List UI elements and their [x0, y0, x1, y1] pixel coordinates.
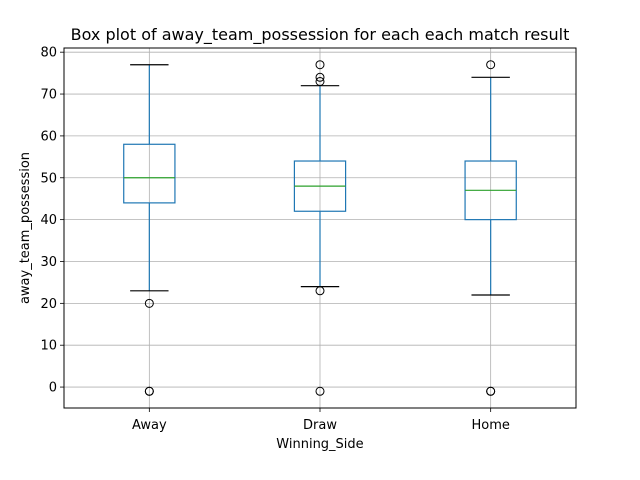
y-tick-label: 70 — [40, 88, 57, 103]
outlier-point — [315, 386, 325, 396]
x-axis-ticks: Away Draw Home — [132, 408, 510, 433]
y-axis-ticks: 0 10 20 30 40 50 60 70 80 — [40, 46, 64, 396]
outlier-point — [144, 298, 154, 308]
y-tick-label: 80 — [40, 46, 57, 61]
x-tick-label: Away — [132, 418, 167, 433]
y-tick-label: 50 — [40, 171, 57, 186]
outlier-point — [315, 60, 325, 70]
outlier-point — [144, 386, 154, 396]
iqr-box — [123, 143, 176, 204]
y-tick-label: 0 — [49, 381, 57, 396]
y-tick-label: 30 — [40, 255, 57, 270]
x-tick-label: Home — [471, 418, 509, 433]
y-tick-label: 40 — [40, 213, 57, 228]
y-tick-label: 20 — [40, 297, 57, 312]
outlier-point — [315, 286, 325, 296]
y-tick-label: 10 — [40, 339, 57, 354]
y-axis-label: away_team_possession — [18, 152, 33, 304]
box-home — [464, 60, 517, 396]
outlier-point — [486, 60, 496, 70]
plot-area — [123, 60, 517, 396]
chart-title: Box plot of away_team_possession for eac… — [71, 25, 570, 45]
outlier-point — [315, 72, 325, 82]
x-axis-label: Winning_Side — [276, 437, 363, 452]
y-tick-label: 60 — [40, 129, 57, 144]
x-tick-label: Draw — [303, 418, 337, 433]
outlier-point — [315, 76, 325, 86]
outlier-point — [486, 386, 496, 396]
box-draw — [293, 60, 347, 396]
box-away — [123, 64, 176, 396]
